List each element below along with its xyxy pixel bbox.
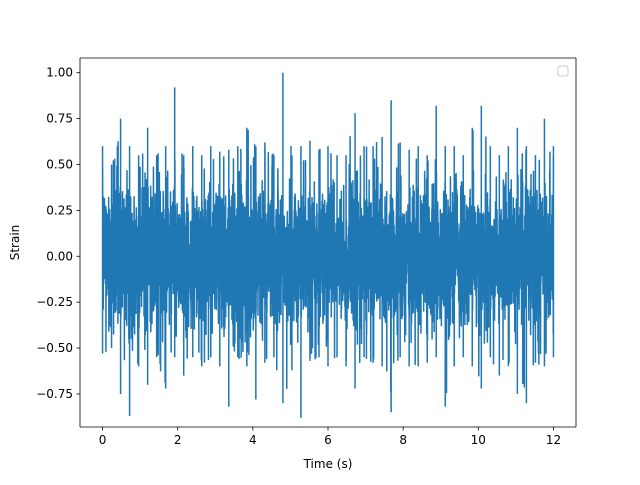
- x-tick-label: 6: [324, 433, 332, 447]
- y-tick-label: 0.50: [46, 157, 73, 171]
- y-tick-label: −0.75: [36, 387, 73, 401]
- x-axis-label: Time (s): [303, 457, 353, 471]
- y-tick-label: 0.25: [46, 203, 73, 217]
- x-tick-label: 2: [174, 433, 182, 447]
- x-tick-label: 12: [546, 433, 561, 447]
- series-0-line: [101, 72, 555, 418]
- y-tick-label: 1.00: [46, 66, 73, 80]
- legend-box: [557, 65, 569, 77]
- x-tick-label: 8: [399, 433, 407, 447]
- x-tick-label: 0: [99, 433, 107, 447]
- x-tick-label: 4: [249, 433, 257, 447]
- x-tick-label: 10: [471, 433, 486, 447]
- y-tick-label: 0.00: [46, 249, 73, 263]
- y-axis-label: Strain: [8, 225, 22, 261]
- y-tick-label: 0.75: [46, 112, 73, 126]
- y-tick-label: −0.50: [36, 341, 73, 355]
- y-tick-label: −0.25: [36, 295, 73, 309]
